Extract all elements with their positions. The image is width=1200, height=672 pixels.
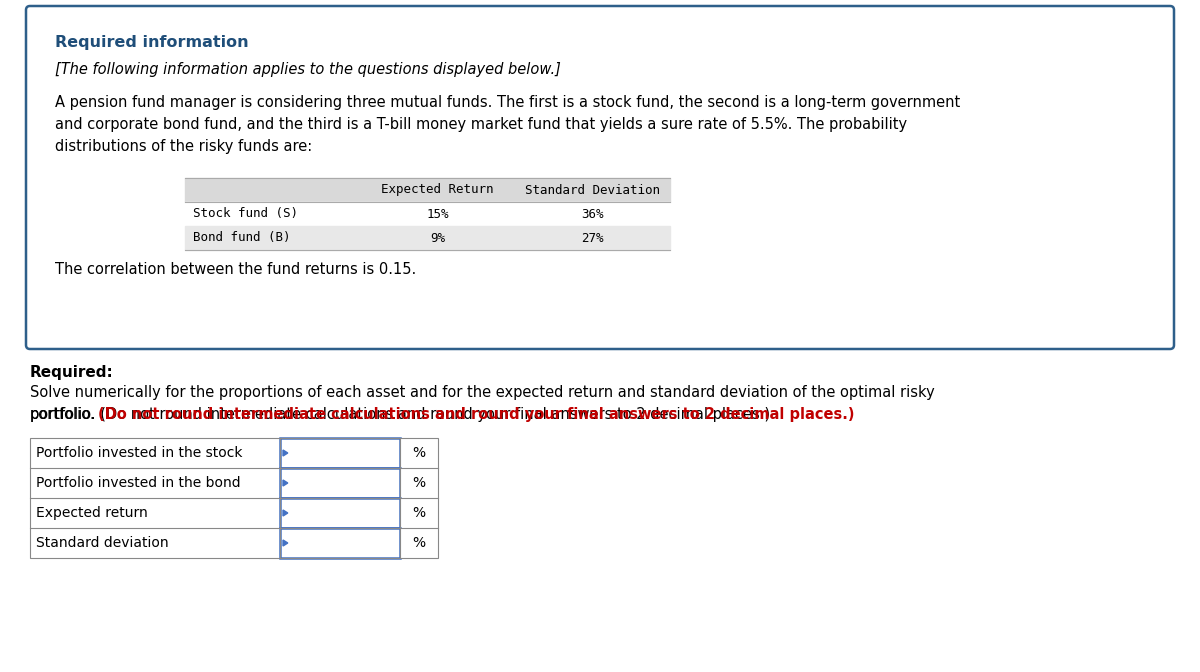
Text: 27%: 27%: [581, 231, 604, 245]
Text: Bond fund (B): Bond fund (B): [193, 231, 290, 245]
Bar: [280, 498, 400, 528]
Bar: [30, 498, 280, 528]
Text: Required information: Required information: [55, 35, 248, 50]
Text: The correlation between the fund returns is 0.15.: The correlation between the fund returns…: [55, 262, 416, 277]
Text: and corporate bond fund, and the third is a T-bill money market fund that yields: and corporate bond fund, and the third i…: [55, 117, 907, 132]
Bar: [30, 528, 280, 558]
Bar: [30, 438, 280, 468]
Bar: [280, 468, 400, 498]
Bar: [400, 468, 438, 498]
Text: 9%: 9%: [430, 231, 445, 245]
Text: Expected return: Expected return: [36, 506, 148, 520]
Bar: [30, 438, 438, 558]
Polygon shape: [283, 510, 288, 516]
Polygon shape: [283, 480, 288, 486]
Text: %: %: [413, 476, 426, 490]
Text: (Do not round intermediate calculations and round your final answers to 2 decima: (Do not round intermediate calculations …: [98, 407, 854, 422]
Text: Required:: Required:: [30, 365, 114, 380]
Bar: [30, 468, 280, 498]
Bar: [185, 178, 670, 202]
Text: distributions of the risky funds are:: distributions of the risky funds are:: [55, 139, 312, 154]
Text: 36%: 36%: [581, 208, 604, 220]
Bar: [400, 498, 438, 528]
Text: Expected Return: Expected Return: [382, 183, 493, 196]
Text: Portfolio invested in the bond: Portfolio invested in the bond: [36, 476, 241, 490]
Bar: [185, 202, 670, 226]
Text: %: %: [413, 506, 426, 520]
Text: Standard deviation: Standard deviation: [36, 536, 169, 550]
Text: portfolio.: portfolio.: [30, 407, 96, 422]
Text: Solve numerically for the proportions of each asset and for the expected return : Solve numerically for the proportions of…: [30, 385, 935, 400]
Bar: [400, 528, 438, 558]
Text: 15%: 15%: [426, 208, 449, 220]
Polygon shape: [283, 540, 288, 546]
Bar: [280, 438, 400, 468]
Bar: [185, 226, 670, 250]
Text: [The following information applies to the questions displayed below.]: [The following information applies to th…: [55, 62, 560, 77]
Text: %: %: [413, 446, 426, 460]
Text: Stock fund (S): Stock fund (S): [193, 208, 298, 220]
Bar: [280, 528, 400, 558]
FancyBboxPatch shape: [26, 6, 1174, 349]
Bar: [400, 438, 438, 468]
Text: %: %: [413, 536, 426, 550]
Text: Standard Deviation: Standard Deviation: [526, 183, 660, 196]
Polygon shape: [283, 450, 288, 456]
Text: A pension fund manager is considering three mutual funds. The first is a stock f: A pension fund manager is considering th…: [55, 95, 960, 110]
Text: Portfolio invested in the stock: Portfolio invested in the stock: [36, 446, 242, 460]
Text: portfolio. (Do not round intermediate calculations and round your final answers : portfolio. (Do not round intermediate ca…: [30, 407, 770, 422]
